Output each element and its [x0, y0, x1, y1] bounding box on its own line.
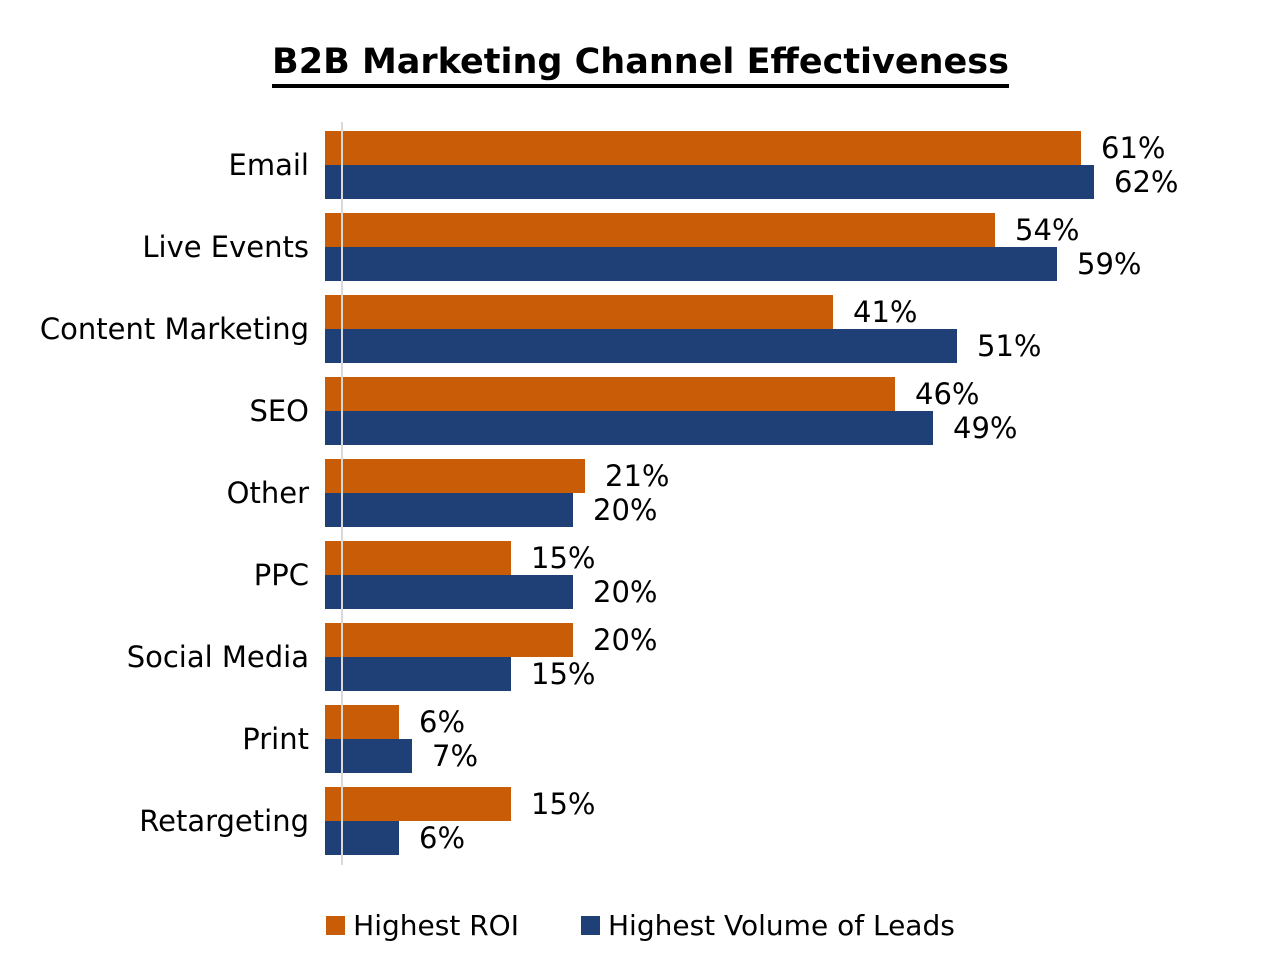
- roi-bar: [325, 705, 399, 739]
- leads-value-label: 62%: [1114, 165, 1179, 199]
- leads-bar: [325, 411, 933, 445]
- roi-bar: [325, 377, 895, 411]
- legend-swatch-roi: [326, 916, 346, 935]
- legend-item-leads: Highest Volume of Leads: [580, 909, 955, 942]
- leads-value-label: 6%: [419, 821, 466, 855]
- leads-bar: [325, 821, 399, 855]
- chart-title: B2B Marketing Channel Effectiveness: [272, 42, 1009, 88]
- roi-value-label: 20%: [593, 623, 658, 657]
- category-label: Social Media: [126, 640, 309, 674]
- y-axis-line: [341, 122, 343, 865]
- leads-value-label: 20%: [593, 575, 658, 609]
- bar-line: 51%: [325, 329, 1281, 363]
- roi-value-label: 61%: [1101, 131, 1166, 165]
- bar-group: Retargeting 15% 6%: [0, 787, 1281, 855]
- roi-bar: [325, 787, 511, 821]
- roi-value-label: 54%: [1015, 213, 1080, 247]
- category-label: SEO: [249, 394, 309, 428]
- leads-bar: [325, 165, 1094, 199]
- bar-line: 20%: [325, 493, 1281, 527]
- roi-value-label: 15%: [531, 787, 596, 821]
- bar-line: 41%: [325, 295, 1281, 329]
- bar-line: 6%: [325, 821, 1281, 855]
- bar-group: PPC 15% 20%: [0, 541, 1281, 609]
- bar-line: 54%: [325, 213, 1281, 247]
- bar-group: Live Events 54% 59%: [0, 213, 1281, 281]
- roi-bar: [325, 213, 995, 247]
- bar-pair: 15% 20%: [325, 541, 1281, 609]
- leads-value-label: 20%: [593, 493, 658, 527]
- category-label: Other: [226, 476, 309, 510]
- leads-value-label: 51%: [977, 329, 1042, 363]
- bar-line: 20%: [325, 623, 1281, 657]
- legend-label-leads: Highest Volume of Leads: [607, 909, 955, 942]
- leads-value-label: 49%: [953, 411, 1018, 445]
- category-label: PPC: [253, 558, 309, 592]
- bar-line: 46%: [325, 377, 1281, 411]
- bar-group: SEO 46% 49%: [0, 377, 1281, 445]
- bar-line: 15%: [325, 657, 1281, 691]
- roi-bar: [325, 131, 1081, 165]
- roi-bar: [325, 295, 833, 329]
- leads-bar: [325, 247, 1057, 281]
- bar-line: 7%: [325, 739, 1281, 773]
- bar-line: 59%: [325, 247, 1281, 281]
- bar-line: 6%: [325, 705, 1281, 739]
- bar-group: Other 21% 20%: [0, 459, 1281, 527]
- category-label: Email: [228, 148, 309, 182]
- bar-group: Print 6% 7%: [0, 705, 1281, 773]
- bar-pair: 15% 6%: [325, 787, 1281, 855]
- bar-pair: 41% 51%: [325, 295, 1281, 363]
- bar-line: 61%: [325, 131, 1281, 165]
- roi-bar: [325, 541, 511, 575]
- bar-line: 49%: [325, 411, 1281, 445]
- roi-value-label: 41%: [853, 295, 918, 329]
- roi-value-label: 46%: [915, 377, 980, 411]
- bar-group: Content Marketing 41% 51%: [0, 295, 1281, 363]
- bar-group: Social Media 20% 15%: [0, 623, 1281, 691]
- leads-value-label: 59%: [1077, 247, 1142, 281]
- category-label: Content Marketing: [39, 312, 309, 346]
- bar-line: 20%: [325, 575, 1281, 609]
- roi-bar: [325, 623, 573, 657]
- bar-rows: Email 61% 62% Live Events 54% 59% Content Mark…: [0, 122, 1281, 865]
- legend-swatch-leads: [580, 916, 600, 935]
- roi-value-label: 6%: [419, 705, 466, 739]
- category-label: Print: [242, 722, 309, 756]
- bar-line: 62%: [325, 165, 1281, 199]
- category-label: Retargeting: [139, 804, 309, 838]
- bar-pair: 54% 59%: [325, 213, 1281, 281]
- leads-bar: [325, 329, 957, 363]
- bar-group: Email 61% 62%: [0, 131, 1281, 199]
- plot-area: Email 61% 62% Live Events 54% 59% Content Mark…: [0, 122, 1281, 865]
- leads-value-label: 15%: [531, 657, 596, 691]
- bar-pair: 61% 62%: [325, 131, 1281, 199]
- legend-item-roi: Highest ROI: [326, 909, 519, 942]
- leads-bar: [325, 739, 412, 773]
- bar-pair: 20% 15%: [325, 623, 1281, 691]
- leads-bar: [325, 657, 511, 691]
- bar-pair: 6% 7%: [325, 705, 1281, 773]
- bar-line: 21%: [325, 459, 1281, 493]
- legend: Highest ROI Highest Volume of Leads: [0, 909, 1281, 942]
- roi-bar: [325, 459, 585, 493]
- roi-value-label: 15%: [531, 541, 596, 575]
- title-area: B2B Marketing Channel Effectiveness: [0, 42, 1281, 88]
- leads-bar: [325, 493, 573, 527]
- leads-bar: [325, 575, 573, 609]
- bar-pair: 21% 20%: [325, 459, 1281, 527]
- bar-pair: 46% 49%: [325, 377, 1281, 445]
- legend-label-roi: Highest ROI: [353, 909, 519, 942]
- bar-line: 15%: [325, 541, 1281, 575]
- bar-line: 15%: [325, 787, 1281, 821]
- category-label: Live Events: [142, 230, 309, 264]
- leads-value-label: 7%: [432, 739, 479, 773]
- roi-value-label: 21%: [605, 459, 670, 493]
